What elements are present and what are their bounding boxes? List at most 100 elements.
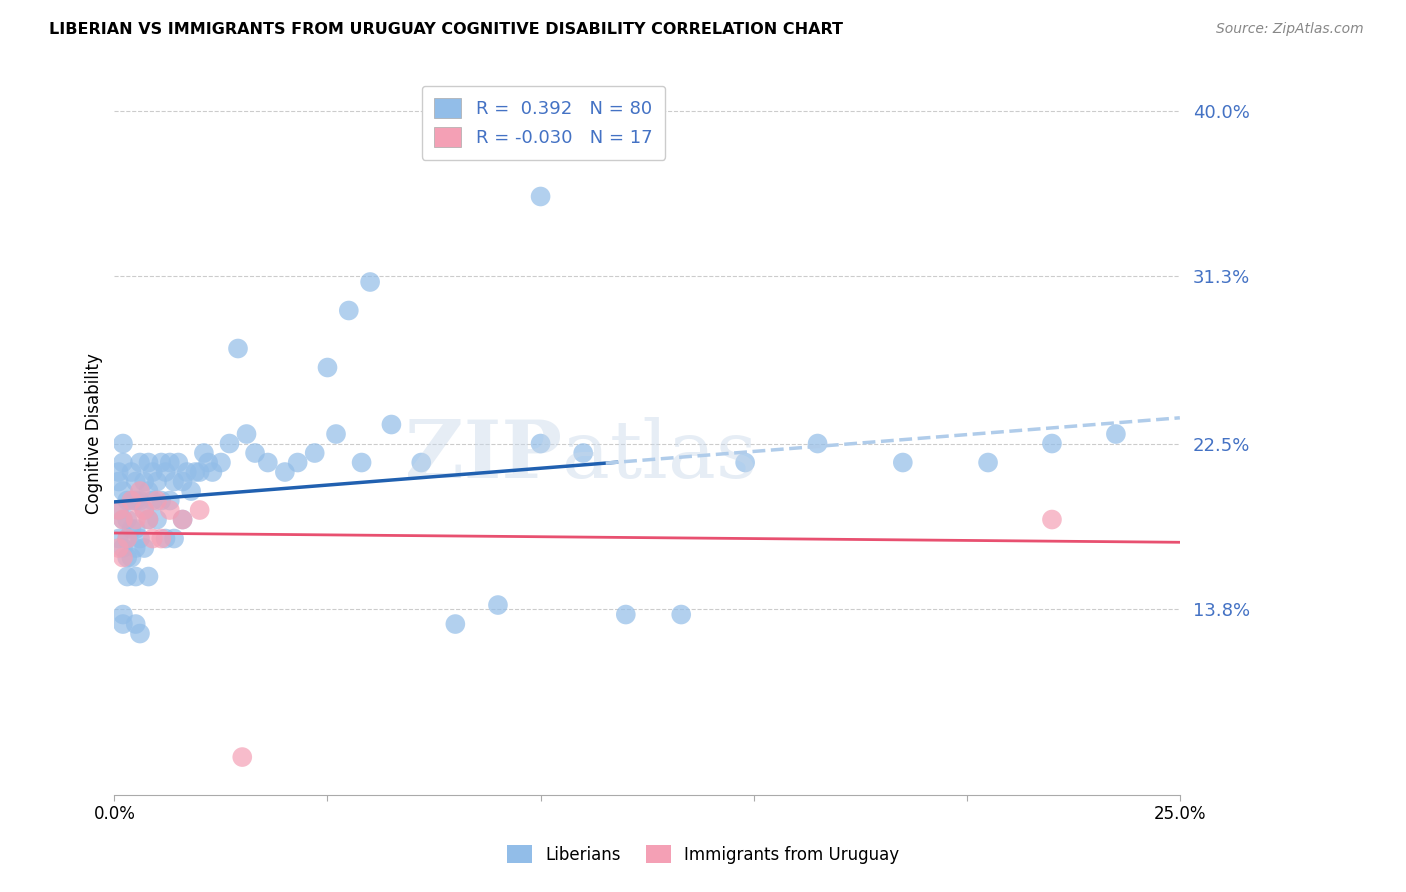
- Point: [529, 436, 551, 450]
- Point: [304, 446, 326, 460]
- Point: [134, 475, 156, 489]
- Point: [120, 465, 142, 479]
- Point: [325, 427, 347, 442]
- Point: [316, 360, 339, 375]
- Point: [150, 532, 173, 546]
- Point: [734, 456, 756, 470]
- Legend: R =  0.392   N = 80, R = -0.030   N = 17: R = 0.392 N = 80, R = -0.030 N = 17: [422, 86, 665, 160]
- Point: [287, 456, 309, 470]
- Point: [142, 493, 165, 508]
- Point: [115, 532, 138, 546]
- Point: [218, 436, 240, 450]
- Point: [111, 512, 134, 526]
- Point: [201, 465, 224, 479]
- Point: [1040, 436, 1063, 450]
- Point: [176, 465, 198, 479]
- Point: [107, 503, 129, 517]
- Point: [1105, 427, 1128, 442]
- Point: [146, 475, 169, 489]
- Point: [138, 483, 160, 498]
- Point: [120, 493, 142, 508]
- Point: [111, 512, 134, 526]
- Point: [146, 512, 169, 526]
- Point: [243, 446, 266, 460]
- Point: [806, 436, 828, 450]
- Point: [120, 550, 142, 565]
- Point: [134, 503, 156, 517]
- Point: [129, 483, 152, 498]
- Point: [172, 512, 194, 526]
- Point: [129, 456, 152, 470]
- Point: [107, 541, 129, 555]
- Y-axis label: Cognitive Disability: Cognitive Disability: [86, 353, 103, 515]
- Point: [337, 303, 360, 318]
- Point: [125, 512, 148, 526]
- Text: LIBERIAN VS IMMIGRANTS FROM URUGUAY COGNITIVE DISABILITY CORRELATION CHART: LIBERIAN VS IMMIGRANTS FROM URUGUAY COGN…: [49, 22, 844, 37]
- Point: [411, 456, 433, 470]
- Point: [134, 503, 156, 517]
- Point: [138, 456, 160, 470]
- Point: [159, 503, 181, 517]
- Point: [359, 275, 381, 289]
- Point: [163, 475, 186, 489]
- Point: [155, 465, 177, 479]
- Point: [380, 417, 402, 432]
- Point: [614, 607, 637, 622]
- Point: [129, 626, 152, 640]
- Point: [188, 503, 211, 517]
- Point: [111, 456, 134, 470]
- Point: [197, 456, 219, 470]
- Point: [1040, 512, 1063, 526]
- Text: ZIP: ZIP: [405, 417, 562, 495]
- Text: atlas: atlas: [562, 417, 756, 495]
- Point: [486, 598, 509, 612]
- Point: [134, 541, 156, 555]
- Point: [188, 465, 211, 479]
- Point: [150, 493, 173, 508]
- Point: [193, 446, 215, 460]
- Point: [226, 342, 249, 356]
- Point: [125, 493, 148, 508]
- Legend: Liberians, Immigrants from Uruguay: Liberians, Immigrants from Uruguay: [501, 838, 905, 871]
- Point: [142, 465, 165, 479]
- Point: [167, 456, 190, 470]
- Point: [125, 541, 148, 555]
- Point: [159, 456, 181, 470]
- Point: [125, 569, 148, 583]
- Point: [111, 436, 134, 450]
- Point: [231, 750, 253, 764]
- Point: [209, 456, 232, 470]
- Point: [572, 446, 595, 460]
- Point: [125, 617, 148, 632]
- Point: [115, 550, 138, 565]
- Point: [444, 617, 467, 632]
- Point: [274, 465, 297, 479]
- Point: [120, 522, 142, 536]
- Point: [155, 532, 177, 546]
- Point: [115, 569, 138, 583]
- Point: [350, 456, 373, 470]
- Point: [529, 189, 551, 203]
- Point: [146, 493, 169, 508]
- Point: [671, 607, 693, 622]
- Point: [163, 532, 186, 546]
- Point: [129, 532, 152, 546]
- Point: [107, 503, 129, 517]
- Point: [159, 493, 181, 508]
- Point: [138, 512, 160, 526]
- Point: [107, 475, 129, 489]
- Point: [111, 607, 134, 622]
- Point: [138, 512, 160, 526]
- Point: [115, 532, 138, 546]
- Point: [111, 483, 134, 498]
- Point: [977, 456, 1000, 470]
- Point: [184, 465, 207, 479]
- Point: [142, 532, 165, 546]
- Point: [115, 512, 138, 526]
- Point: [115, 493, 138, 508]
- Point: [138, 569, 160, 583]
- Point: [120, 493, 142, 508]
- Point: [180, 483, 202, 498]
- Point: [172, 512, 194, 526]
- Point: [125, 475, 148, 489]
